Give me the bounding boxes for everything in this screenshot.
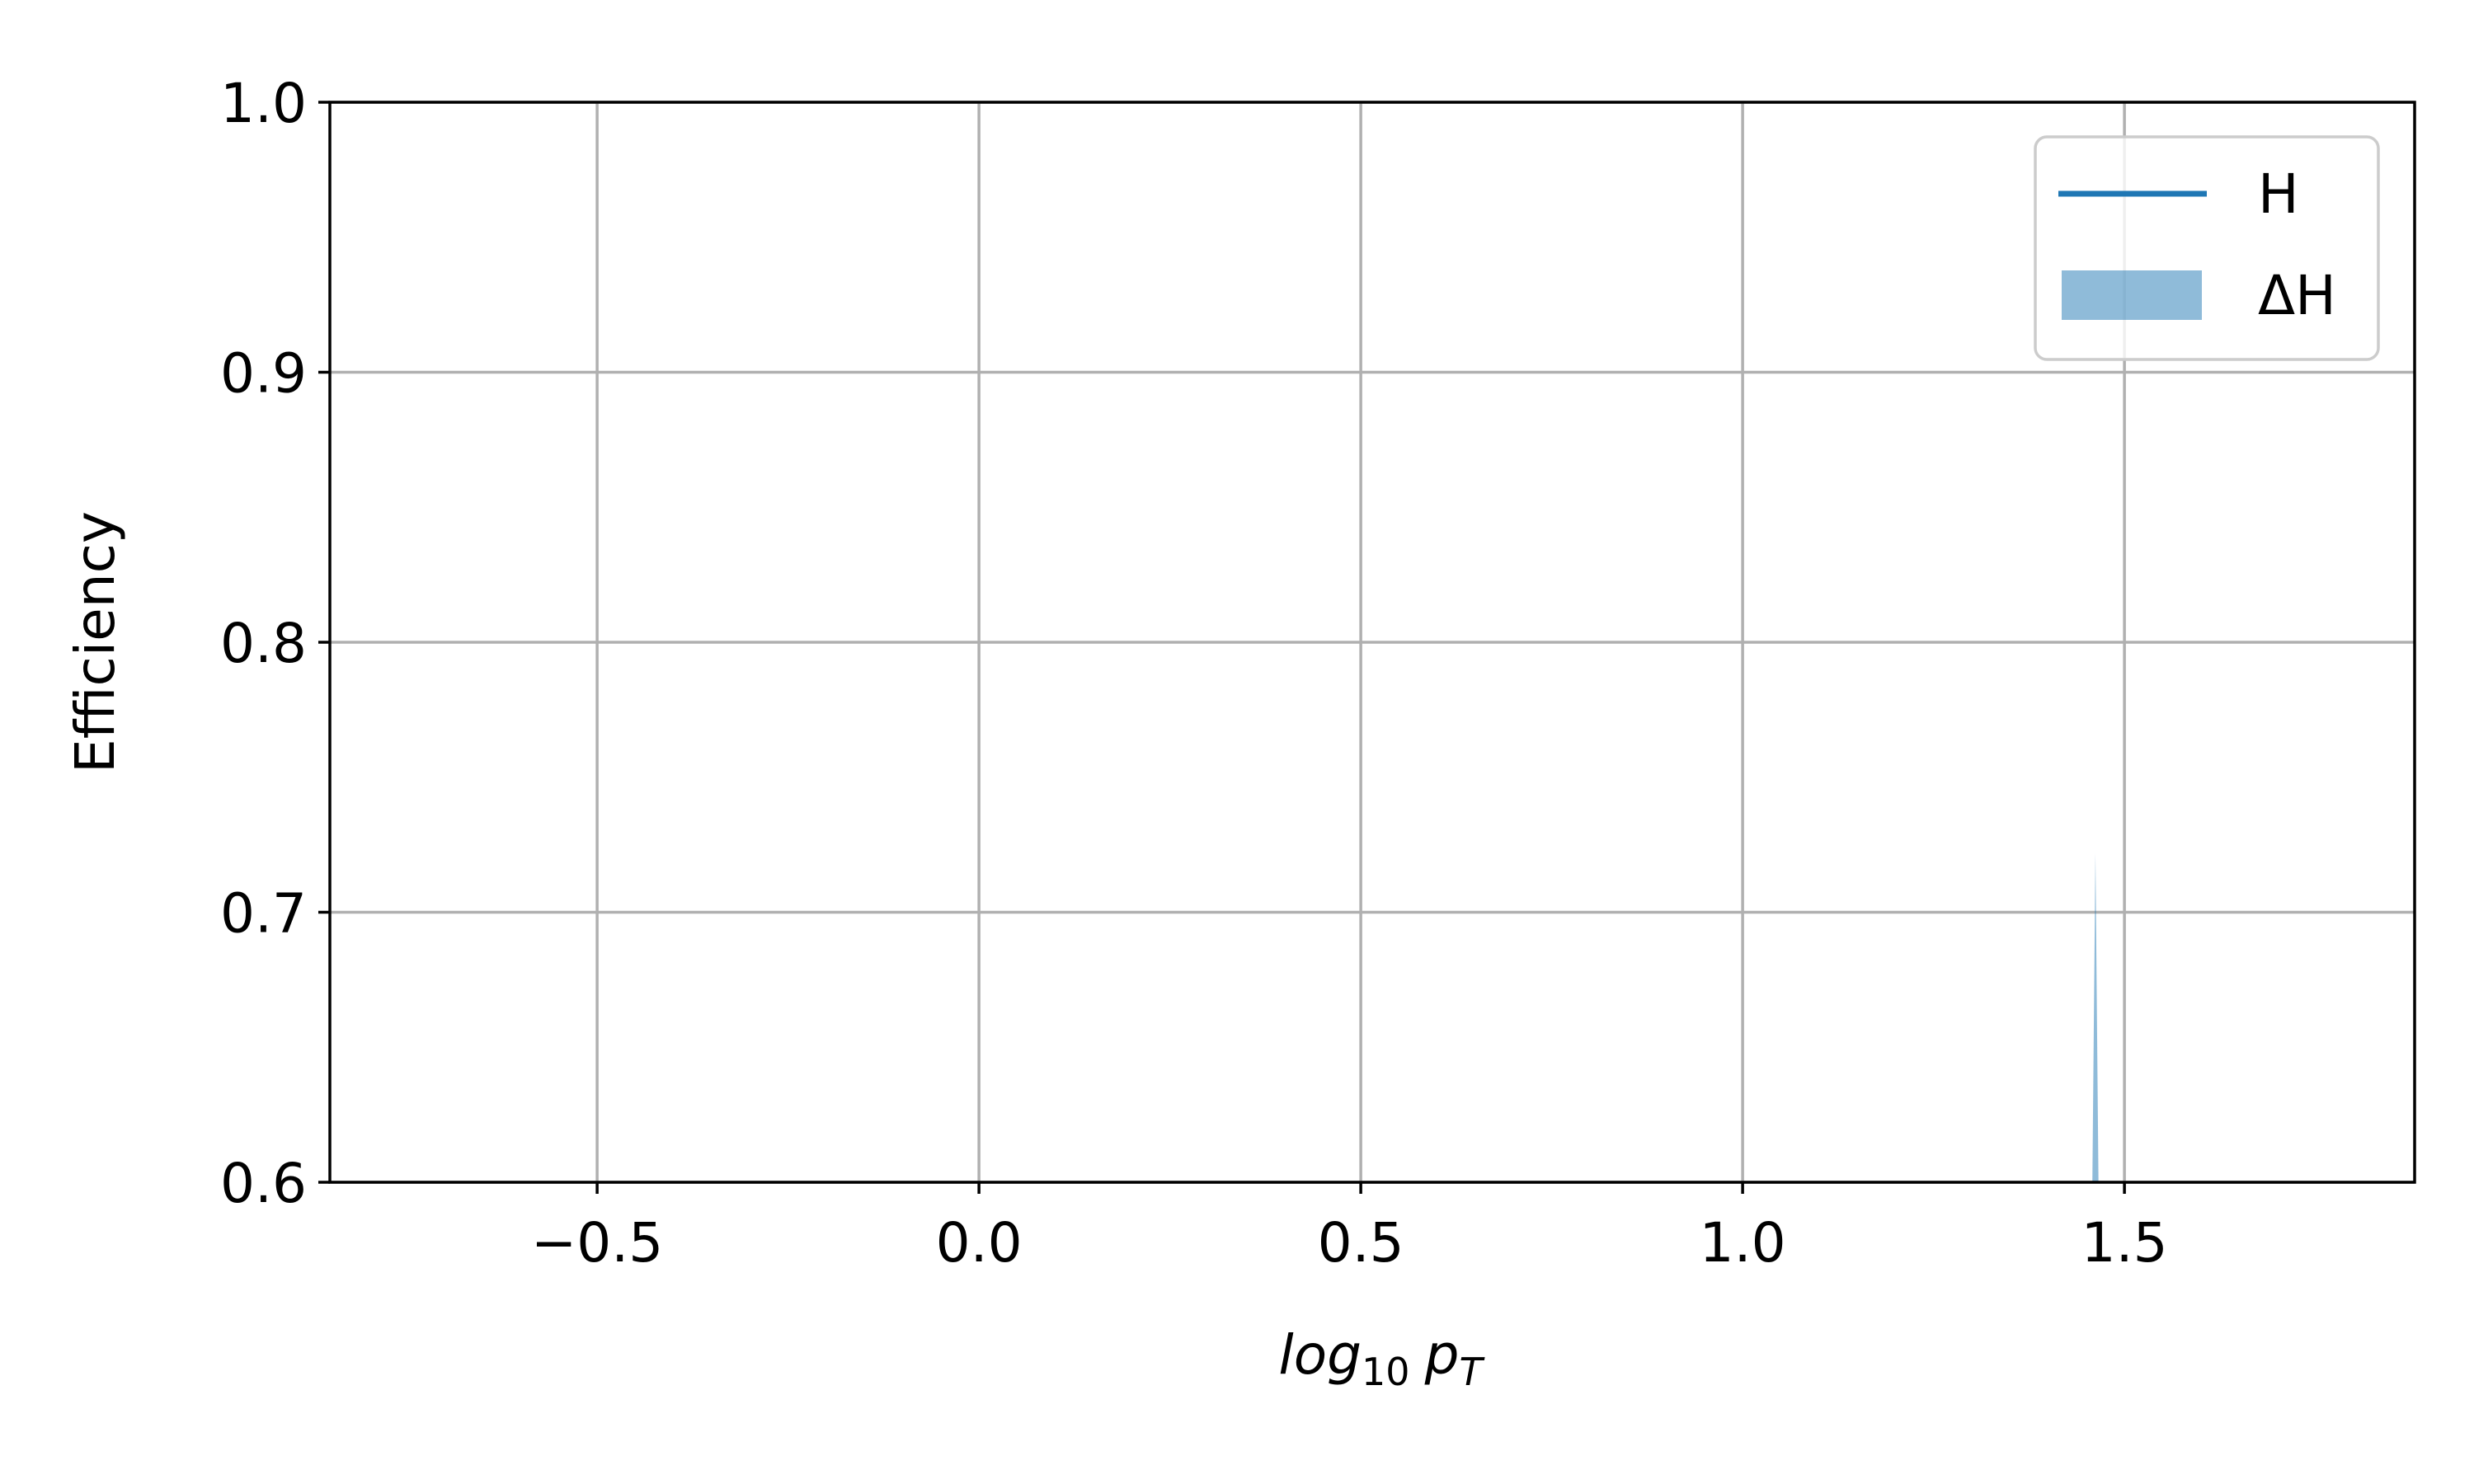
legend-swatch-delta-h: [2062, 270, 2202, 320]
delta-h-band: [2092, 852, 2099, 1182]
x-tick-label: 1.5: [2081, 1211, 2168, 1275]
y-tick-label: 1.0: [220, 72, 307, 135]
x-tick-label: 1.0: [1700, 1211, 1786, 1275]
axis-ticks: −0.5 0.0 0.5 1.0 1.5 0.6 0.7 0.8 0.9 1.0: [220, 72, 2168, 1275]
x-tick-label: 0.5: [1318, 1211, 1404, 1275]
x-tick-label: 0.0: [936, 1211, 1023, 1275]
uncertainty-band-layer: [2092, 852, 2099, 1182]
x-axis-label-var: p: [1424, 1323, 1460, 1387]
legend-label-h: H: [2258, 162, 2299, 226]
x-axis-label-var-sub: T: [1459, 1350, 1485, 1394]
x-tick-label: −0.5: [531, 1211, 663, 1275]
legend: H ΔH: [2034, 135, 2380, 361]
y-tick-label: 0.7: [220, 882, 307, 946]
x-axis-label: log10 pT: [1278, 1323, 1485, 1394]
y-axis-label: Efficiency: [63, 511, 127, 773]
y-tick-label: 0.8: [220, 612, 307, 675]
x-axis-label-base-sub: 10: [1362, 1350, 1410, 1394]
y-tick-label: 0.9: [220, 342, 307, 406]
y-tick-label: 0.6: [220, 1152, 307, 1215]
x-axis-label-base: log: [1278, 1323, 1362, 1387]
legend-label-delta-h: ΔH: [2258, 264, 2336, 327]
